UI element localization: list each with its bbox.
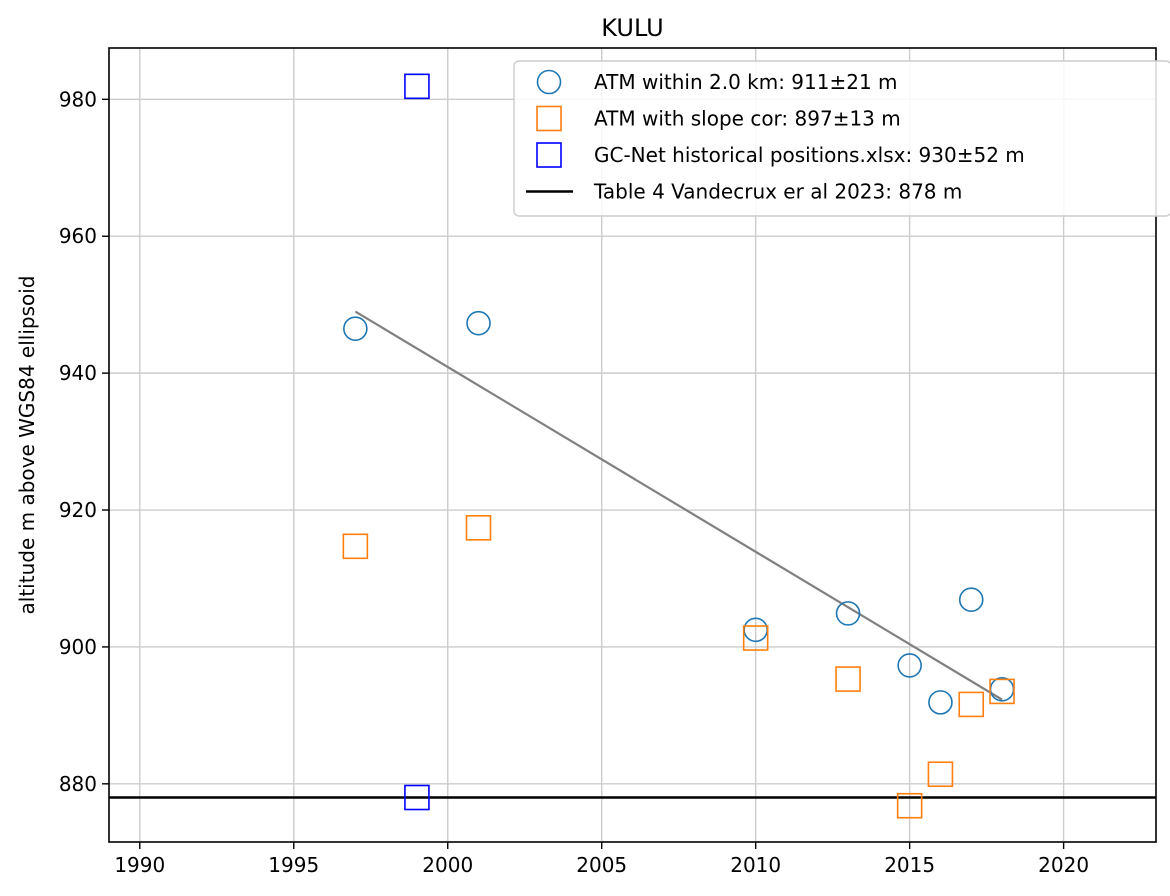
legend-label: ATM within 2.0 km: 911±21 m [594,70,898,94]
data-point-square [896,792,923,819]
legend-label: GC-Net historical positions.xlsx: 930±52… [594,143,1025,167]
trend-line [354,310,1003,701]
y-tick-label: 900 [59,635,97,659]
points-layer [342,73,1015,819]
data-point-circle [928,690,953,715]
data-point-circle [958,587,984,612]
data-point-square [404,73,430,100]
trend-layer [354,310,1003,701]
x-tick-label: 1990 [114,853,165,877]
x-tick-label: 2020 [1038,853,1089,877]
x-tick-label: 2005 [576,853,627,877]
x-tick-label: 2000 [422,853,473,877]
data-point-circle [897,653,922,678]
y-tick-label: 940 [59,361,97,385]
data-point-square [927,761,954,788]
legend-label: Table 4 Vandecrux er al 2023: 878 m [593,180,962,204]
plot-frame [108,47,1157,843]
legend: ATM within 2.0 km: 911±21 m ATM with slop… [513,60,1170,217]
legend-square-swatch [536,142,562,168]
data-point-square [835,666,861,692]
x-tick-label: 2015 [884,853,935,877]
data-point-square [465,515,492,541]
data-point-circle [466,310,491,336]
y-tick-label: 880 [59,772,97,796]
data-point-square [989,678,1015,705]
data-point-square [342,533,369,560]
data-point-circle [343,316,368,341]
grid [109,48,1156,842]
chart-title: KULU [601,14,663,42]
legend-square-swatch [536,105,562,132]
data-point-square [958,691,985,718]
data-point-circle [835,601,861,626]
y-tick-label: 920 [59,498,97,522]
legend-circle-swatch [536,69,562,95]
legend-label: ATM with slope cor: 897±13 m [594,107,901,131]
data-point-square [742,625,769,651]
y-tick-label: 980 [59,87,97,111]
y-tick-label: 960 [59,224,97,248]
data-point-square [404,784,430,811]
x-tick-label: 1995 [268,853,319,877]
ticks-layer: 1990 1995 2000 2005 2010 2015 2020 880 900 920 940… [59,87,1089,877]
y-axis-label: altitude m above WGS84 ellipsoid [15,276,39,615]
legend-box [513,60,1170,217]
x-tick-label: 2010 [730,853,781,877]
